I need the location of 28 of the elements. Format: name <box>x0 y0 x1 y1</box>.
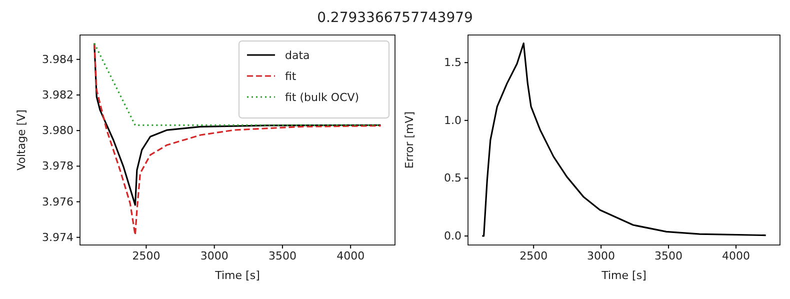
x-tick-label: 4000 <box>336 249 365 262</box>
line-series <box>94 42 382 236</box>
y-tick-label: 3.980 <box>42 124 74 138</box>
legend-label: fit (bulk OCV) <box>285 91 360 104</box>
y-tick-label: 3.978 <box>42 160 74 173</box>
x-axis-title: Time [s] <box>600 269 646 282</box>
y-tick-label: 3.974 <box>42 230 74 244</box>
legend-label: fit <box>285 70 297 83</box>
y-tick-label: 3.976 <box>42 195 74 208</box>
x-tick-label: 3500 <box>268 249 296 262</box>
x-tick-label: 3500 <box>654 249 683 262</box>
x-tick-label: 2500 <box>132 249 160 262</box>
x-axis-title: Time [s] <box>214 269 260 282</box>
y-tick-label: 3.982 <box>42 88 74 102</box>
y-tick-label: 1.5 <box>444 56 462 70</box>
x-tick-label: 4000 <box>722 249 750 262</box>
y-axis-title: Voltage [V] <box>15 110 28 170</box>
y-tick-label: 0.5 <box>444 172 462 185</box>
y-tick-label: 1.0 <box>444 114 462 127</box>
x-tick-label: 3000 <box>200 249 228 262</box>
y-tick-label: 3.984 <box>42 52 74 66</box>
x-tick-label: 3000 <box>587 249 616 262</box>
line-series <box>481 42 767 237</box>
x-tick-label: 2500 <box>520 249 548 262</box>
y-axis-title: Error [mV] <box>403 111 416 169</box>
legend-label: data <box>285 49 310 62</box>
y-tick-label: 0.0 <box>444 230 462 243</box>
chart-title: 0.2793366757743979 <box>317 10 473 26</box>
